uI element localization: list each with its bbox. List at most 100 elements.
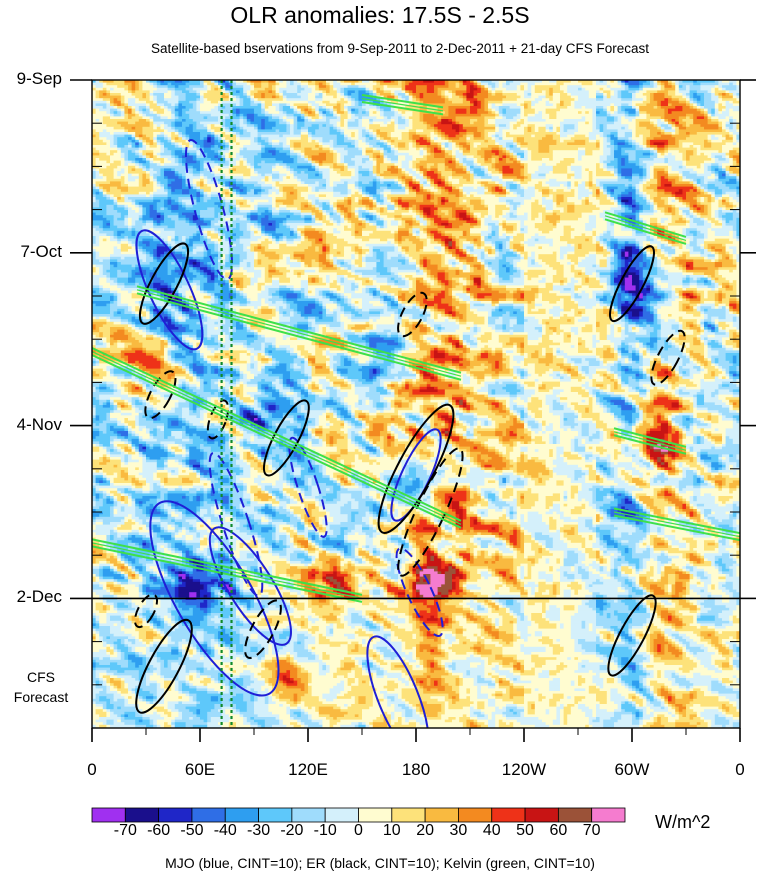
olr-cell (603, 140, 607, 143)
olr-cell (445, 148, 449, 151)
olr-cell (398, 116, 402, 119)
olr-cell (499, 111, 503, 114)
olr-cell (520, 205, 531, 208)
olr-cell (135, 163, 139, 166)
olr-cell (139, 181, 143, 184)
olr-cell (729, 132, 733, 135)
olr-cell (196, 194, 200, 197)
olr-cell (456, 142, 460, 145)
olr-cell (517, 153, 525, 156)
olr-cell (164, 122, 172, 125)
olr-cell (110, 111, 114, 114)
olr-cell (506, 192, 510, 195)
olr-cell (189, 189, 197, 192)
olr-cell (182, 114, 190, 117)
olr-cell (265, 161, 283, 164)
olr-cell (704, 127, 719, 130)
olr-cell (589, 140, 597, 143)
olr-cell (283, 116, 287, 119)
olr-cell (646, 140, 650, 143)
olr-cell (567, 90, 589, 93)
olr-cell (268, 111, 279, 114)
olr-cell (434, 90, 438, 93)
olr-cell (330, 150, 334, 153)
olr-cell (445, 83, 449, 86)
olr-cell (715, 171, 719, 174)
olr-cell (474, 135, 482, 138)
olr-cell (135, 88, 139, 91)
olr-cell (686, 101, 690, 104)
olr-cell (351, 205, 366, 208)
olr-cell (646, 194, 650, 197)
olr-cell (578, 148, 586, 151)
olr-cell (495, 161, 499, 164)
olr-cell (668, 207, 672, 210)
olr-cell (106, 210, 117, 213)
olr-cell (160, 106, 164, 109)
olr-cell (153, 207, 157, 210)
olr-cell (733, 93, 737, 96)
olr-cell (477, 103, 481, 106)
olr-cell (528, 166, 539, 169)
olr-cell (643, 207, 651, 210)
olr-cell (344, 129, 359, 132)
olr-cell (556, 205, 567, 208)
olr-cell (225, 155, 229, 158)
olr-cell (510, 189, 525, 192)
olr-cell (358, 148, 362, 151)
olr-cell (351, 210, 355, 213)
olr-cell (456, 129, 460, 132)
olr-cell (646, 116, 661, 119)
olr-cell (434, 88, 438, 91)
olr-cell (189, 114, 211, 117)
olr-cell (272, 90, 276, 93)
olr-cell (272, 103, 280, 106)
olr-cell (607, 155, 615, 158)
olr-cell (290, 124, 294, 127)
olr-cell (452, 142, 456, 145)
olr-cell (373, 202, 377, 205)
olr-cell (664, 148, 668, 151)
olr-cell (139, 176, 143, 179)
olr-cell (506, 109, 521, 112)
olr-cell (243, 158, 247, 161)
olr-cell (193, 158, 197, 161)
olr-cell (571, 96, 579, 99)
olr-cell (574, 106, 582, 109)
olr-cell (646, 192, 657, 195)
olr-cell (272, 207, 276, 210)
olr-cell (142, 127, 153, 130)
olr-cell (240, 161, 244, 164)
olr-cell (193, 127, 197, 130)
olr-cell (373, 171, 377, 174)
olr-cell (632, 194, 636, 197)
olr-cell (675, 155, 683, 158)
olr-cell (510, 202, 521, 205)
olr-cell (711, 98, 719, 101)
olr-cell (124, 116, 128, 119)
olr-cell (182, 124, 190, 127)
olr-cell (567, 129, 578, 132)
olr-cell (456, 85, 460, 88)
olr-cell (603, 93, 607, 96)
olr-cell (240, 109, 255, 112)
olr-cell (344, 135, 348, 138)
olr-cell (315, 189, 319, 192)
olr-cell (625, 176, 633, 179)
olr-cell (621, 103, 629, 106)
olr-cell (333, 106, 341, 109)
olr-cell (729, 179, 737, 182)
olr-cell (117, 197, 121, 200)
olr-cell (484, 202, 506, 205)
olr-cell (567, 88, 578, 91)
olr-cell (358, 140, 362, 143)
olr-cell (290, 150, 294, 153)
olr-cell (362, 181, 370, 184)
olr-cell (445, 179, 449, 182)
olr-cell (376, 93, 380, 96)
olr-cell (682, 93, 686, 96)
olr-cell (92, 124, 107, 127)
olr-cell (160, 153, 171, 156)
olr-cell (258, 103, 262, 106)
olr-cell (574, 174, 582, 177)
